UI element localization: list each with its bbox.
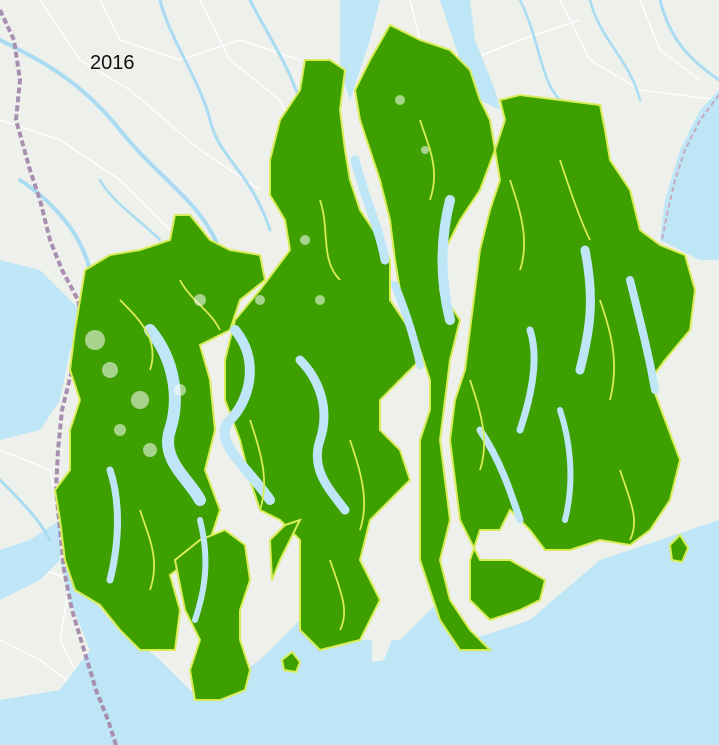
forest-creeks xyxy=(106,155,659,623)
forest-block-south-west xyxy=(173,528,252,701)
year-label: 2016 xyxy=(90,52,135,74)
forest-island-2 xyxy=(668,533,690,564)
forest-creek-edges xyxy=(119,119,635,631)
forest-island-1 xyxy=(280,650,302,674)
forest-block-center xyxy=(353,23,497,651)
degraded-forest-patches xyxy=(85,95,429,457)
forest-island-3 xyxy=(268,518,302,581)
sandbars xyxy=(372,625,392,662)
international-border-line-right xyxy=(661,94,719,241)
international-border-line xyxy=(0,9,118,745)
